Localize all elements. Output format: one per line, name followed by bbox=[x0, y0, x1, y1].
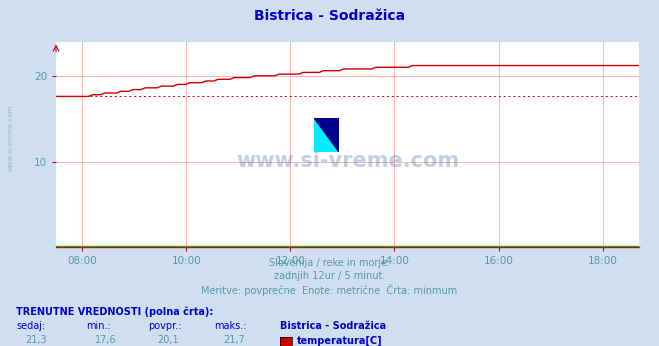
Text: 21,3: 21,3 bbox=[26, 335, 47, 345]
Text: Bistrica - Sodražica: Bistrica - Sodražica bbox=[280, 321, 386, 331]
Text: maks.:: maks.: bbox=[214, 321, 246, 331]
Text: temperatura[C]: temperatura[C] bbox=[297, 335, 382, 346]
Text: povpr.:: povpr.: bbox=[148, 321, 182, 331]
Text: 17,6: 17,6 bbox=[95, 335, 116, 345]
Text: Slovenija / reke in morje.: Slovenija / reke in morje. bbox=[269, 258, 390, 268]
Text: Bistrica - Sodražica: Bistrica - Sodražica bbox=[254, 9, 405, 22]
Text: min.:: min.: bbox=[86, 321, 111, 331]
Text: sedaj:: sedaj: bbox=[16, 321, 45, 331]
Text: www.si-vreme.com: www.si-vreme.com bbox=[236, 151, 459, 171]
Text: TRENUTNE VREDNOSTI (polna črta):: TRENUTNE VREDNOSTI (polna črta): bbox=[16, 306, 214, 317]
Text: 21,7: 21,7 bbox=[223, 335, 245, 345]
Text: 20,1: 20,1 bbox=[158, 335, 179, 345]
Polygon shape bbox=[314, 118, 339, 152]
Text: Meritve: povprečne  Enote: metrične  Črta: minmum: Meritve: povprečne Enote: metrične Črta:… bbox=[202, 284, 457, 296]
Polygon shape bbox=[314, 118, 339, 152]
Text: www.si-vreme.com: www.si-vreme.com bbox=[8, 105, 14, 172]
Text: zadnjih 12ur / 5 minut.: zadnjih 12ur / 5 minut. bbox=[273, 271, 386, 281]
